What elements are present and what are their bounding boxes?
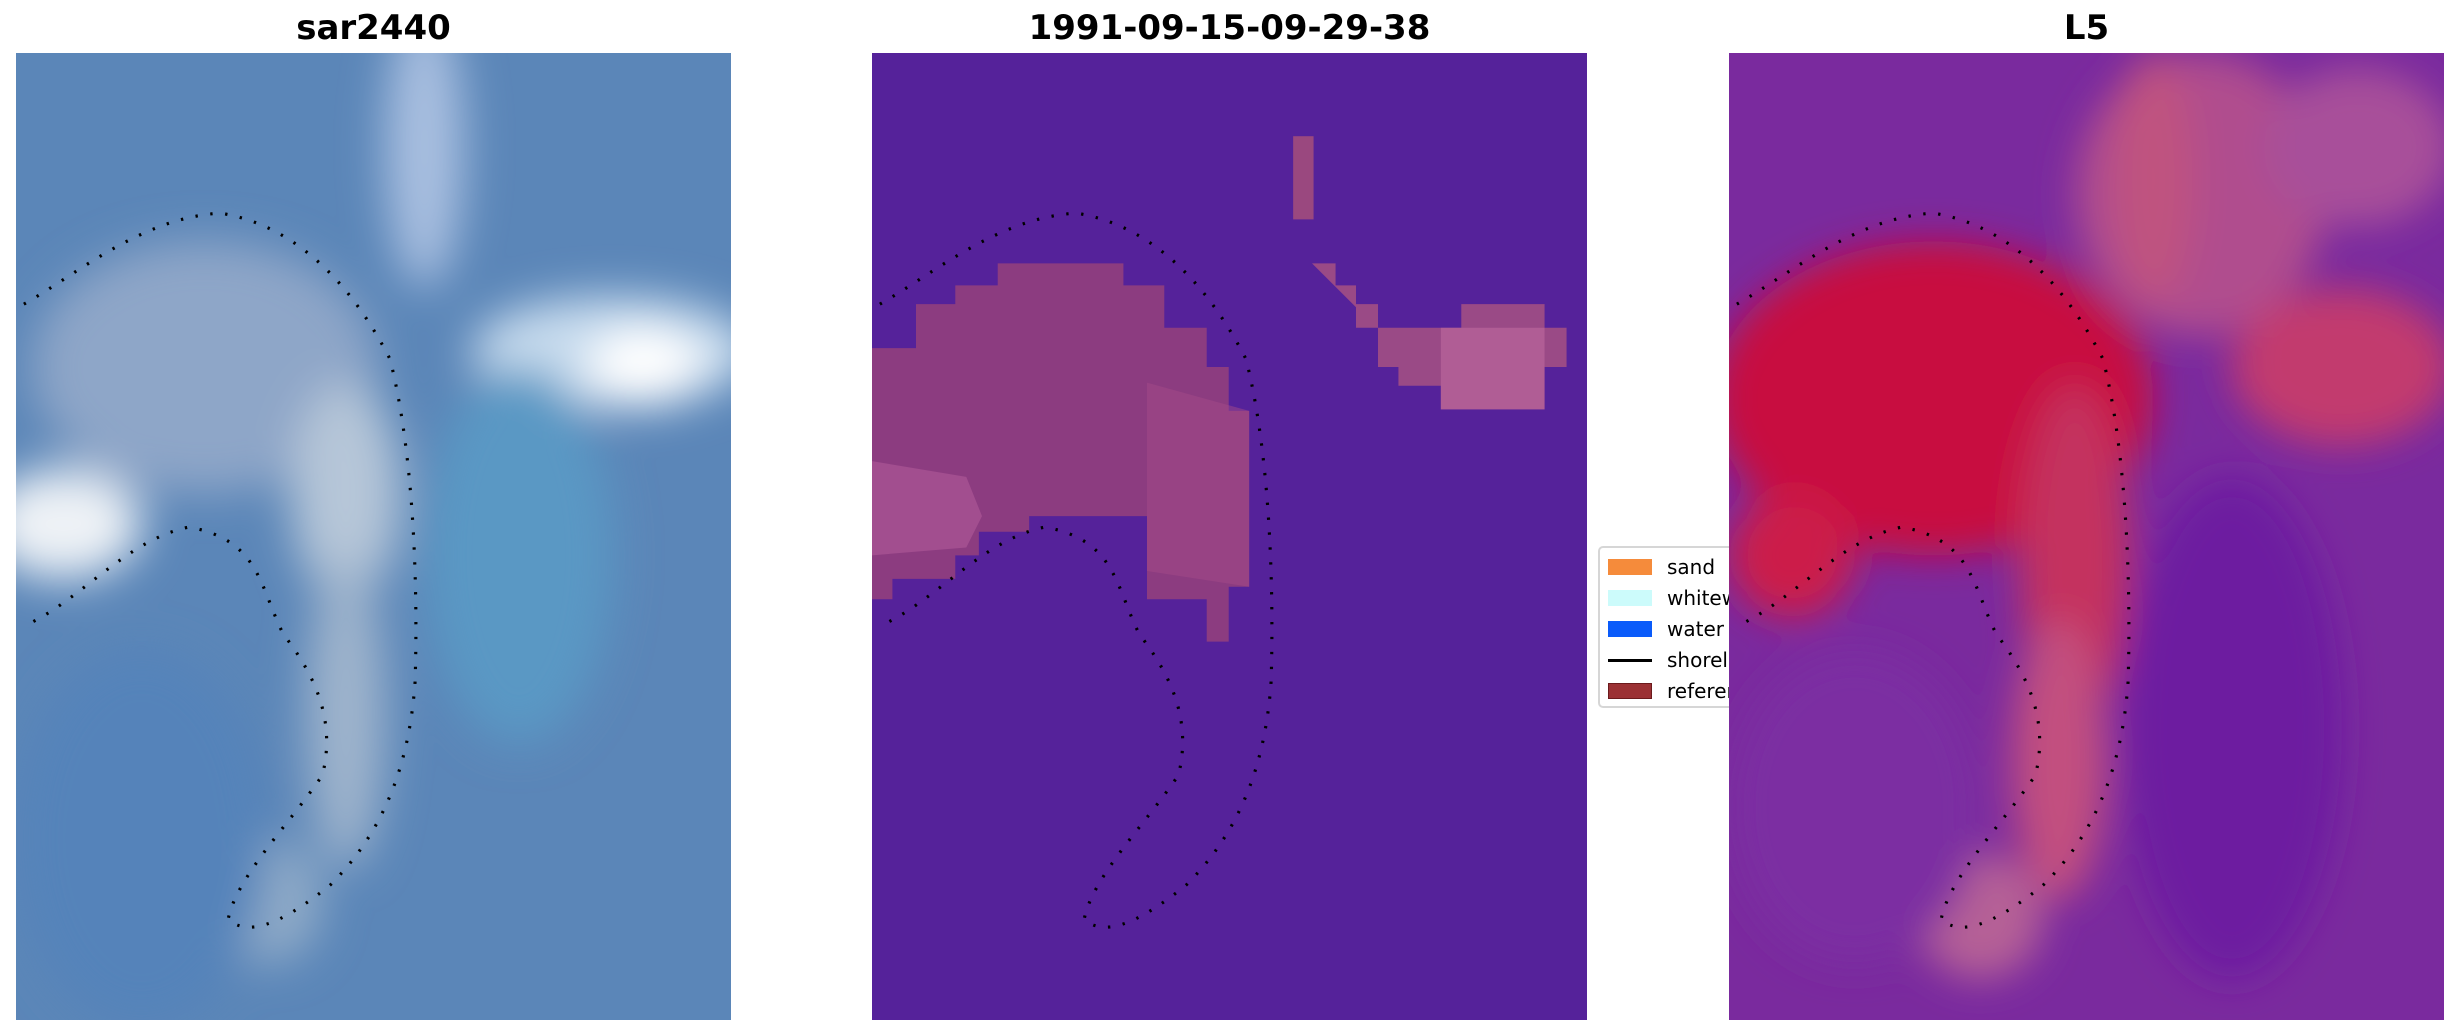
- legend-line-shoreline: [1608, 659, 1652, 662]
- classified-mask-panel: [872, 53, 1587, 1020]
- legend-swatch-sand: [1608, 559, 1652, 575]
- legend-label: water: [1667, 617, 1724, 641]
- legend-swatch-reference: [1608, 683, 1652, 699]
- legend-label: sand: [1667, 555, 1716, 579]
- reference-region-small: [1293, 136, 1314, 220]
- panel1-title: sar2440: [296, 8, 451, 48]
- legend-swatch-water: [1608, 621, 1652, 637]
- sar-image-panel: [16, 53, 731, 1020]
- panel2-title: 1991-09-15-09-29-38: [1028, 8, 1431, 48]
- panel3-title: L5: [2063, 8, 2110, 48]
- l5-image-panel: [1729, 53, 2444, 1020]
- legend-swatch-whitewater: [1608, 590, 1652, 606]
